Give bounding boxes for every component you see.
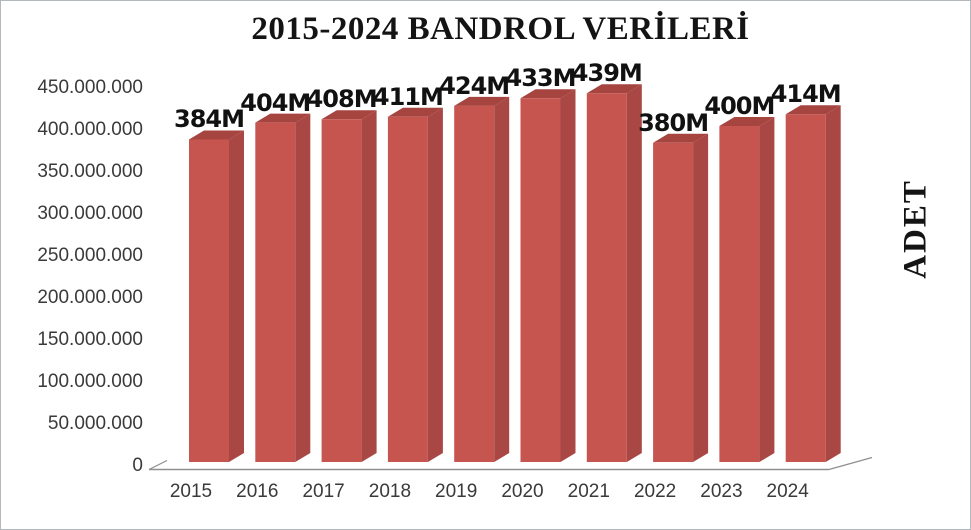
floor-left-edge xyxy=(148,459,168,471)
bar-2024-top-face xyxy=(785,105,841,115)
x-tick-label-2021: 2021 xyxy=(567,481,610,502)
y-tick-label: 400.000.000 xyxy=(37,119,143,140)
bar-2023-top-face xyxy=(719,117,775,126)
bar-2015-front-face xyxy=(189,139,229,462)
data-label-2015: 384M xyxy=(174,105,245,134)
bar-2018-front-face xyxy=(387,116,428,462)
bar-2019-front-face xyxy=(454,105,495,462)
data-label-2020: 433M xyxy=(505,64,577,93)
bar-2020-front-face xyxy=(520,98,561,462)
y-tick-label: 50.000.000 xyxy=(47,413,143,434)
bar-2021-front-face xyxy=(586,93,627,463)
bar-2018-top-face xyxy=(387,107,443,117)
y-tick-label: 100.000.000 xyxy=(37,371,143,392)
data-label-2021: 439M xyxy=(571,59,643,88)
y-tick-label: 350.000.000 xyxy=(37,161,143,182)
bar-2016-front-face xyxy=(255,122,296,462)
floor-right-edge xyxy=(828,456,873,471)
bar-2017-side-face xyxy=(361,110,377,462)
data-label-2019: 424M xyxy=(439,71,510,100)
x-tick-label-2020: 2020 xyxy=(501,481,544,502)
bar-2023-side-face xyxy=(759,117,775,462)
x-tick-label-2015: 2015 xyxy=(169,481,213,502)
bar-2021-side-face xyxy=(626,84,642,463)
bar-2022-side-face xyxy=(693,133,709,463)
bar-2021-top-face xyxy=(586,84,642,94)
bar-2015-side-face xyxy=(229,130,244,462)
x-tick-label-2023: 2023 xyxy=(700,481,743,502)
bar-2020-side-face xyxy=(560,89,576,462)
x-tick-label-2017: 2017 xyxy=(302,481,345,502)
bar-2024-front-face xyxy=(785,114,826,463)
y-tick-label: 450.000.000 xyxy=(37,77,143,98)
y-tick-label: 300.000.000 xyxy=(37,203,143,224)
bar-2024-side-face xyxy=(825,105,841,463)
bar-2022-top-face xyxy=(653,133,709,143)
x-tick-label-2016: 2016 xyxy=(236,481,279,502)
bar-2019-top-face xyxy=(454,96,510,106)
bar-2016-top-face xyxy=(255,113,311,123)
x-tick-label-2018: 2018 xyxy=(368,481,412,502)
bar-2015-top-face xyxy=(189,130,244,140)
data-label-2022: 380M xyxy=(638,108,709,137)
bar-2020-top-face xyxy=(520,89,576,99)
bar-2017-front-face xyxy=(321,119,362,462)
data-label-2023: 400M xyxy=(704,92,775,120)
bar-2016-side-face xyxy=(295,113,311,462)
bar-2023-front-face xyxy=(719,126,760,462)
x-tick-label-2022: 2022 xyxy=(633,481,677,502)
data-label-2024: 414M xyxy=(770,80,842,109)
data-label-2016: 404M xyxy=(240,88,311,117)
x-tick-label-2019: 2019 xyxy=(435,481,478,502)
x-tick-label-2024: 2024 xyxy=(766,481,809,502)
bar-2017-top-face xyxy=(321,110,377,120)
bar-2022-front-face xyxy=(653,142,694,463)
y-tick-label: 250.000.000 xyxy=(37,245,143,266)
data-label-2018: 411M xyxy=(372,82,444,111)
bar-2018-side-face xyxy=(427,107,443,462)
y-tick-label: 150.000.000 xyxy=(37,329,143,350)
data-label-2017: 408M xyxy=(306,85,378,114)
y-tick-label: 200.000.000 xyxy=(37,287,143,308)
chart-title: 2015-2024 BANDROL VERİLERİ xyxy=(251,11,750,47)
bar-2019-side-face xyxy=(494,96,510,462)
y-tick-label: 0 xyxy=(132,455,143,476)
